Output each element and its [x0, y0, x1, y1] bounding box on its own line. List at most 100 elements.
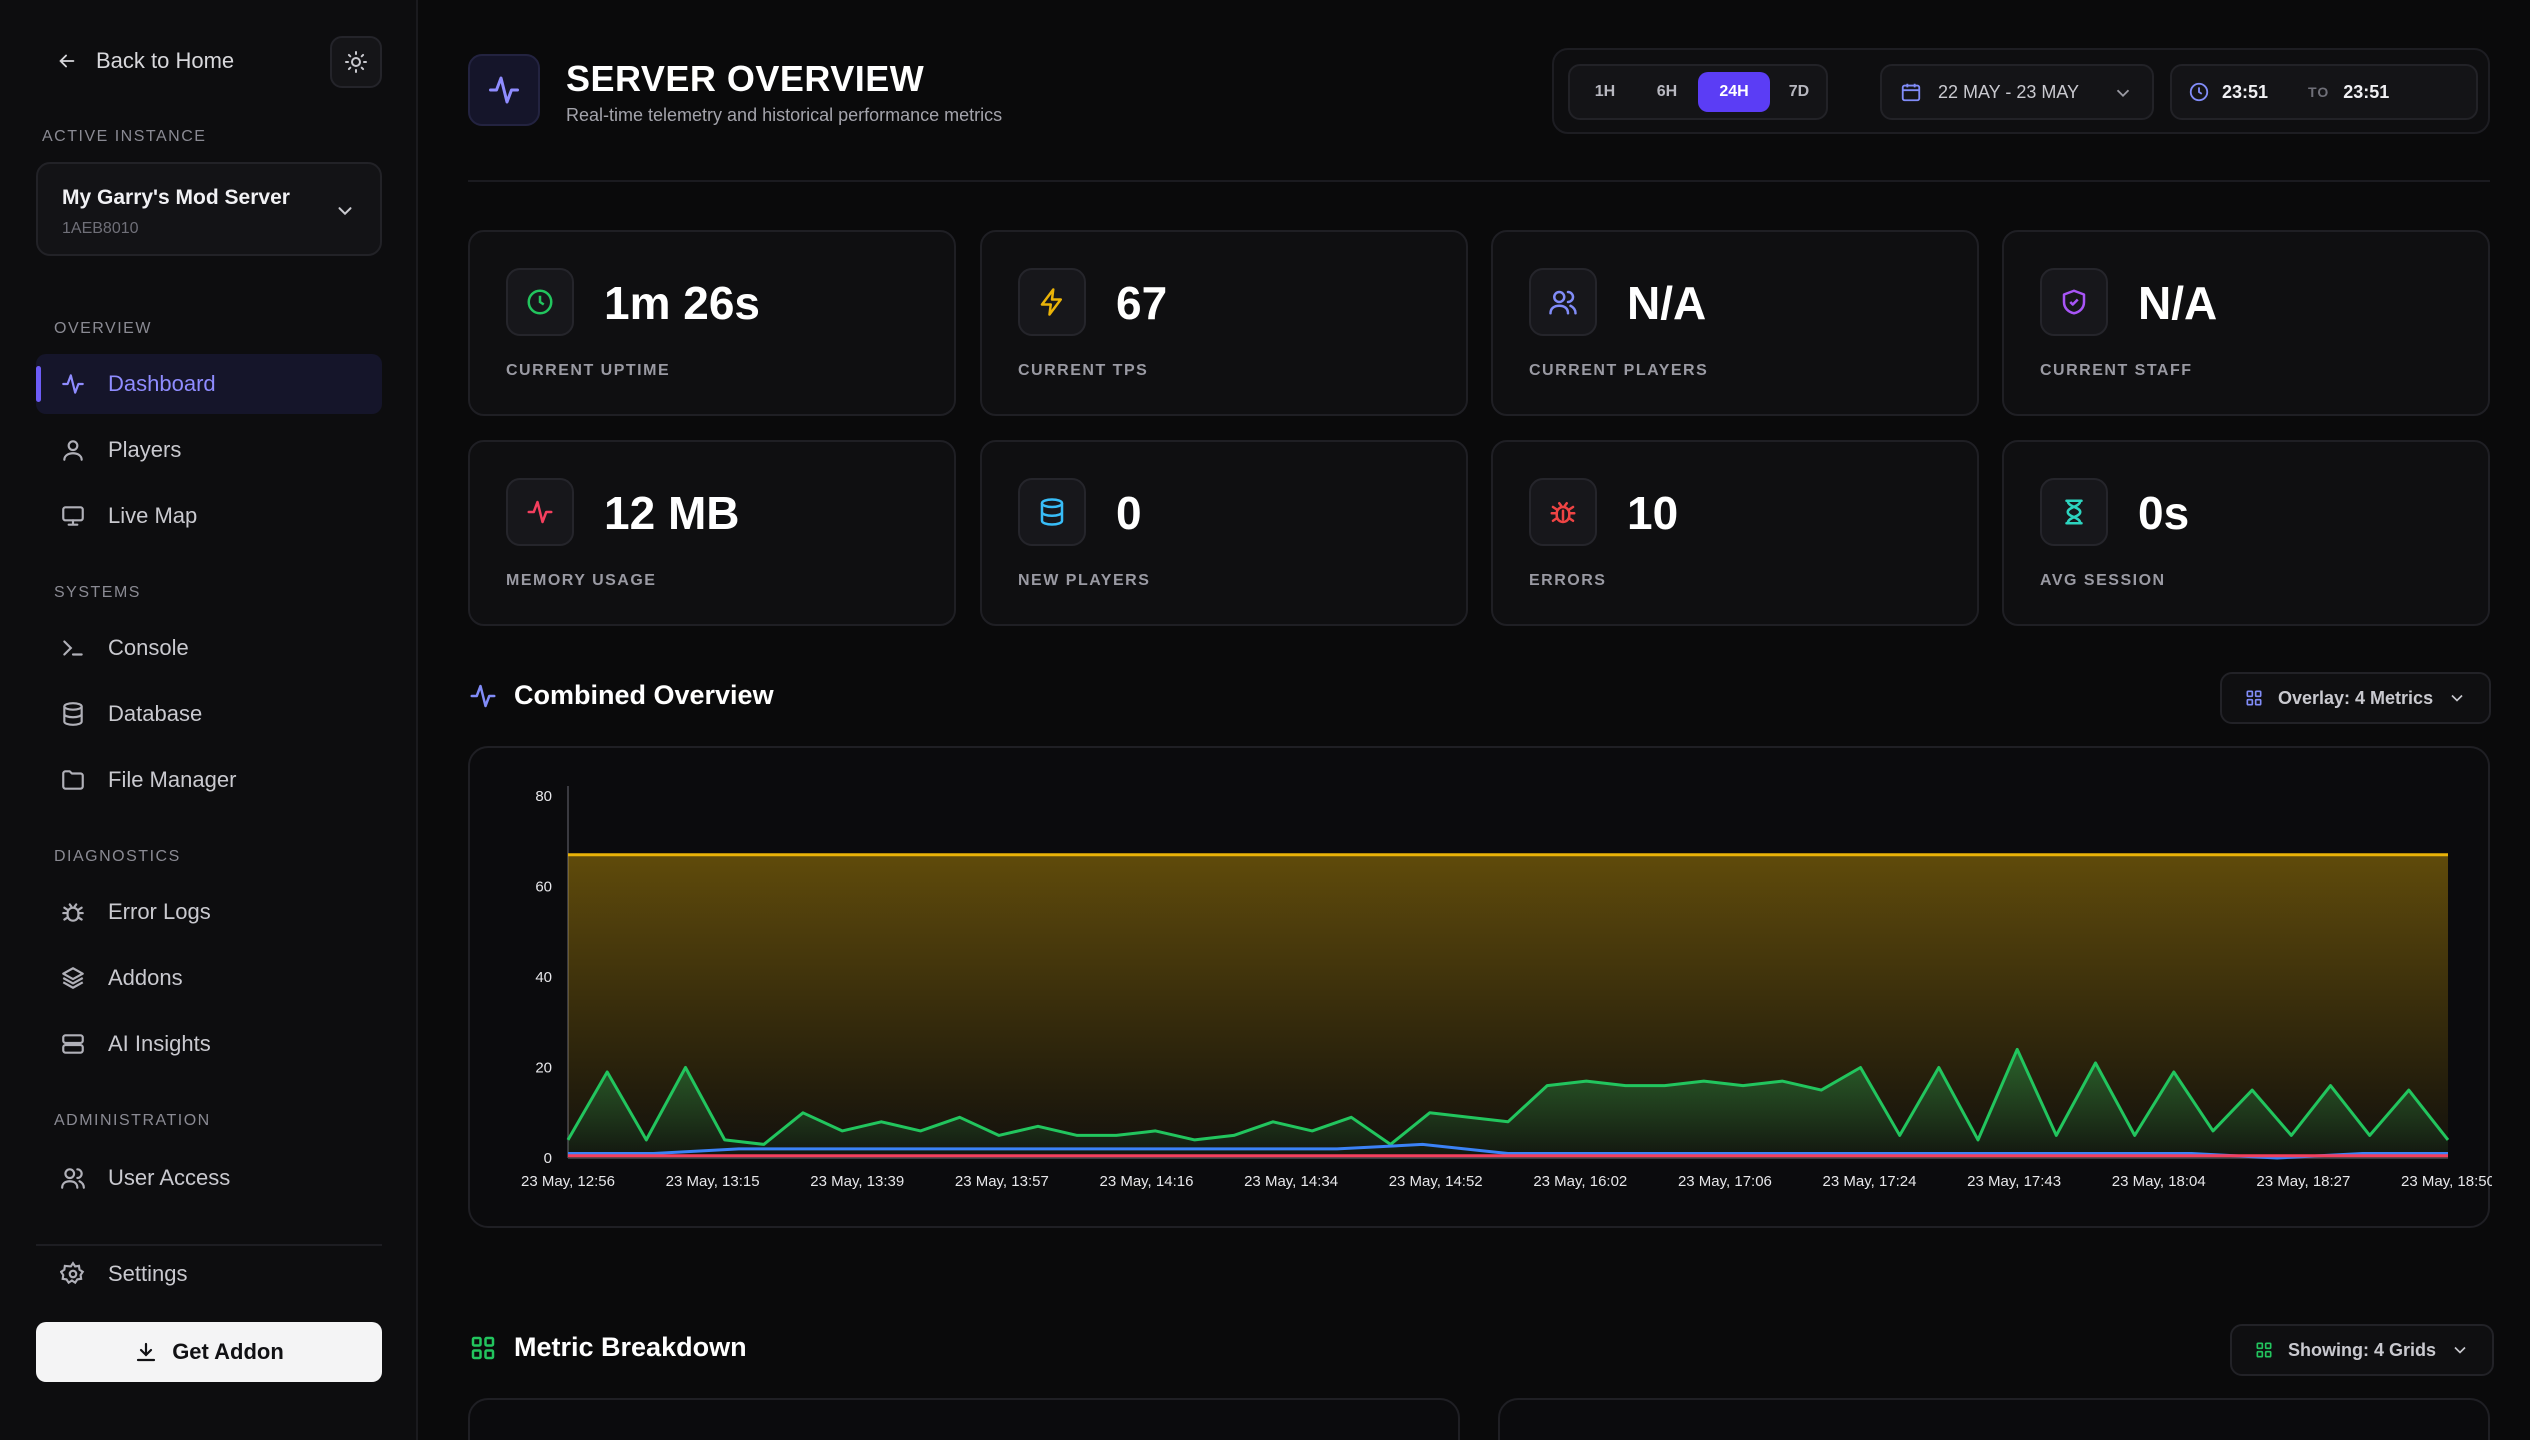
sidebar-item-label: Database — [108, 701, 203, 726]
time-to[interactable]: 23:51 — [2343, 81, 2390, 102]
page-subtitle: Real-time telemetry and historical perfo… — [566, 105, 1003, 125]
sidebar-item-settings[interactable]: Settings — [36, 1244, 382, 1304]
x-tick-label: 23 May, 13:39 — [810, 1173, 904, 1190]
sidebar-item-ai-insights[interactable]: AI Insights — [36, 1014, 382, 1074]
sidebar-item-user-access[interactable]: User Access — [36, 1148, 382, 1208]
range-1h-button[interactable]: 1H — [1594, 83, 1616, 100]
sidebar-item-dashboard[interactable]: Dashboard — [36, 354, 382, 414]
users-icon — [61, 1168, 85, 1189]
x-tick-label: 23 May, 18:50 — [2401, 1173, 2492, 1190]
stat-card-errors: 10 ERRORS — [1491, 440, 1979, 626]
stat-icon-box — [1529, 478, 1597, 546]
metric-breakdown-title: Metric Breakdown — [514, 1332, 747, 1362]
sidebar-item-players[interactable]: Players — [36, 420, 382, 480]
stat-label: ERRORS — [1529, 572, 1607, 589]
showing-grids-button[interactable]: Showing: 4 Grids — [2230, 1324, 2495, 1376]
back-to-home-label: Back to Home — [96, 48, 235, 73]
stat-value: 10 — [1627, 487, 1679, 539]
combined-overview-title: Combined Overview — [514, 680, 774, 710]
chevron-down-icon — [338, 207, 352, 216]
stat-icon-box — [506, 478, 574, 546]
stat-label: CURRENT TPS — [1018, 362, 1149, 379]
stat-icon-box — [2040, 478, 2108, 546]
range-7d-button[interactable]: 7D — [1788, 83, 1810, 100]
database-icon — [1040, 498, 1064, 526]
series-line-2 — [568, 1142, 2448, 1160]
y-tick-label: 40 — [535, 969, 552, 986]
sidebar-item-database[interactable]: Database — [36, 684, 382, 744]
get-addon-label: Get Addon — [172, 1339, 284, 1364]
breakdown-card — [1498, 1398, 2490, 1440]
sidebar-item-label: Console — [108, 635, 189, 660]
y-tick-label: 60 — [535, 879, 552, 896]
bolt-icon — [1040, 288, 1062, 316]
series-line-1 — [566, 1047, 2450, 1146]
hourglass-icon — [2065, 499, 2083, 525]
combined-overview-heading: Combined Overview — [468, 680, 774, 711]
sidebar-item-addons[interactable]: Addons — [36, 948, 382, 1008]
x-tick-label: 23 May, 17:06 — [1678, 1173, 1772, 1190]
stat-value: 67 — [1116, 277, 1168, 329]
layers-icon — [62, 967, 84, 989]
x-tick-label: 23 May, 14:52 — [1389, 1173, 1483, 1190]
chevron-down-icon — [2451, 694, 2463, 702]
active-instance-label: ACTIVE INSTANCE — [42, 128, 207, 145]
sidebar-item-label: Error Logs — [108, 899, 211, 924]
time-controls: 1H 6H 24H 7D 22 MAY - 23 MAY 23:51 TO 23… — [1552, 48, 2490, 134]
download-icon — [137, 1342, 156, 1362]
sidebar-item-error-logs[interactable]: Error Logs — [36, 882, 382, 942]
section-systems: SYSTEMS — [54, 584, 141, 601]
grid-icon — [471, 1336, 495, 1359]
page-title: SERVER OVERVIEW — [566, 58, 925, 99]
stat-card-players: N/A CURRENT PLAYERS — [1491, 230, 1979, 416]
stat-card-staff: N/A CURRENT STAFF — [2002, 230, 2490, 416]
chevron-down-icon — [2116, 89, 2130, 98]
stat-label: CURRENT STAFF — [2040, 362, 2193, 379]
terminal-icon — [63, 640, 83, 656]
bug-icon — [62, 903, 84, 922]
time-range-box[interactable]: 23:51 TO 23:51 — [2170, 64, 2478, 120]
sidebar-item-label: User Access — [108, 1165, 231, 1190]
sidebar-item-console[interactable]: Console — [36, 618, 382, 678]
instance-name: My Garry's Mod Server — [62, 186, 290, 209]
section-diagnostics: DIAGNOSTICS — [54, 848, 181, 865]
date-range-picker[interactable]: 22 MAY - 23 MAY — [1880, 64, 2154, 120]
chevron-down-icon — [2454, 1346, 2466, 1354]
x-tick-label: 23 May, 14:34 — [1244, 1173, 1338, 1190]
sidebar-item-live-map[interactable]: Live Map — [36, 486, 382, 546]
back-to-home-link[interactable]: Back to Home — [56, 48, 234, 74]
sidebar-item-label: Addons — [108, 965, 183, 990]
server-icon — [62, 1034, 84, 1054]
range-6h-button[interactable]: 6H — [1656, 83, 1678, 100]
sidebar: Back to Home ACTIVE INSTANCE My Garry's … — [0, 0, 418, 1440]
header-divider — [468, 180, 2490, 182]
sidebar-item-label: Players — [108, 437, 182, 462]
stat-value: 0s — [2138, 487, 2190, 539]
stat-card-memory: 12 MB MEMORY USAGE — [468, 440, 956, 626]
x-tick-label: 23 May, 16:02 — [1533, 1173, 1627, 1190]
y-tick-label: 20 — [535, 1060, 552, 1077]
range-24h-button[interactable]: 24H — [1698, 72, 1770, 112]
sun-icon — [345, 51, 367, 73]
sidebar-item-label: AI Insights — [108, 1031, 211, 1056]
theme-toggle-button[interactable] — [330, 36, 382, 88]
stat-icon-box — [1018, 478, 1086, 546]
x-tick-label: 23 May, 17:43 — [1967, 1173, 2061, 1190]
time-from[interactable]: 23:51 — [2222, 81, 2269, 102]
get-addon-button[interactable]: Get Addon — [36, 1322, 382, 1382]
section-overview: OVERVIEW — [54, 320, 152, 337]
sidebar-item-label: Live Map — [108, 503, 198, 528]
clock-icon — [527, 289, 553, 315]
x-tick-label: 23 May, 13:57 — [955, 1173, 1049, 1190]
arrow-left-icon — [59, 54, 75, 68]
instance-id: 1AEB8010 — [62, 220, 139, 237]
stat-card-uptime: 1m 26s CURRENT UPTIME — [468, 230, 956, 416]
stat-value: N/A — [2138, 277, 2218, 329]
instance-selector[interactable]: My Garry's Mod Server 1AEB8010 — [36, 162, 382, 256]
shield-icon — [2062, 289, 2086, 315]
range-selector: 1H 6H 24H 7D — [1568, 64, 1828, 120]
stat-value: N/A — [1627, 277, 1707, 329]
sidebar-item-file-manager[interactable]: File Manager — [36, 750, 382, 810]
calendar-icon — [1901, 83, 1921, 102]
overlay-metrics-button[interactable]: Overlay: 4 Metrics — [2220, 672, 2492, 724]
